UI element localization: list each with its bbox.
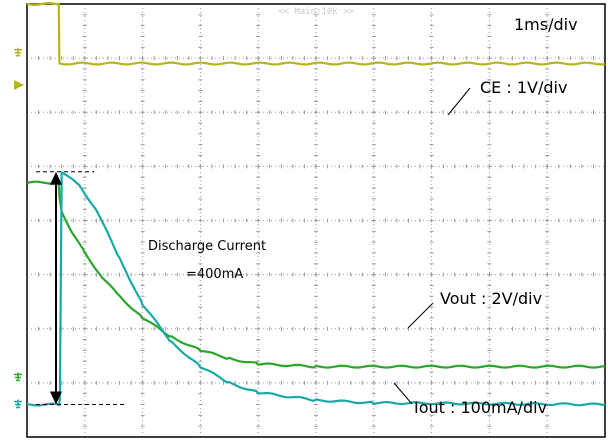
- vout-trace-label: Vout : 2V/div: [440, 289, 542, 308]
- arrow-head-down: [50, 391, 62, 405]
- traces: [26, 1, 606, 407]
- scope-subtitle: << Main:10k >>: [278, 7, 354, 17]
- screen-frame: [26, 3, 606, 438]
- trace-iout: [26, 171, 606, 407]
- iout-label-leader: [393, 382, 413, 405]
- discharge-label-line1: Discharge Current: [148, 239, 266, 254]
- ground-marker-icon: [14, 47, 22, 57]
- trigger-marker-icon: [14, 80, 24, 90]
- ground-markers: [14, 47, 24, 409]
- timebase-label: 1ms/div: [514, 15, 578, 34]
- ce-trace-label: CE : 1V/div: [480, 78, 567, 97]
- ground-marker-icon: [14, 372, 22, 382]
- discharge-label-line2: =400mA: [186, 267, 243, 282]
- trace-vout: [26, 180, 606, 369]
- ground-marker-icon: [14, 399, 22, 409]
- trace-ce: [26, 1, 606, 66]
- iout-trace-label: Iout : 100mA/div: [414, 398, 547, 417]
- ce-label-leader: [447, 87, 471, 116]
- grid: [27, 4, 605, 437]
- arrow-head-up: [50, 171, 62, 185]
- vout-label-leader: [407, 302, 434, 329]
- annotations: Discharge Current =400mA 1ms/div CE : 1V…: [36, 15, 578, 417]
